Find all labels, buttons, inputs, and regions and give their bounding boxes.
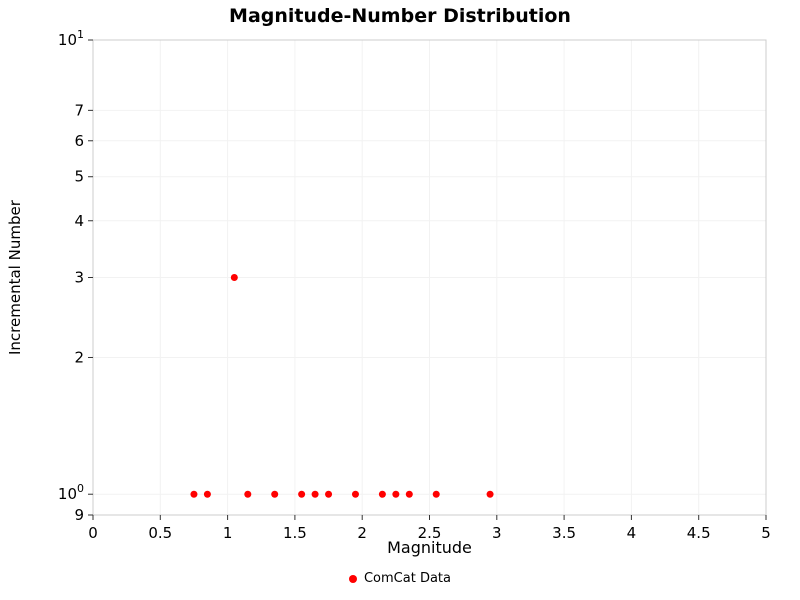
y-tick-label: 6	[74, 132, 84, 150]
x-tick-label: 3	[492, 524, 502, 542]
x-tick-label: 2	[357, 524, 367, 542]
x-tick-label: 0.5	[148, 524, 172, 542]
x-tick-label: 2.5	[418, 524, 442, 542]
x-tick-label: 3.5	[552, 524, 576, 542]
data-point	[432, 490, 440, 498]
legend: ComCat Data	[0, 571, 800, 586]
data-point	[486, 490, 494, 498]
x-axis-label: Magnitude	[387, 538, 472, 557]
y-tick-label: 2	[74, 348, 84, 366]
chart-title: Magnitude-Number Distribution	[229, 5, 571, 27]
data-point	[190, 490, 198, 498]
data-point	[271, 490, 279, 498]
data-point	[378, 490, 386, 498]
data-point	[298, 490, 306, 498]
data-point	[311, 490, 319, 498]
legend-marker-dot	[348, 574, 357, 583]
x-tick-label: 1.5	[283, 524, 307, 542]
data-point	[392, 490, 400, 498]
data-point	[244, 490, 252, 498]
data-point	[325, 490, 333, 498]
data-point	[230, 274, 238, 281]
y-tick-label: 100	[58, 482, 84, 503]
x-tick-label: 1	[223, 524, 233, 542]
y-tick-label: 101	[58, 28, 84, 49]
data-point	[351, 490, 359, 498]
y-tick-label: 9	[74, 506, 84, 524]
x-tick-label: 5	[761, 524, 771, 542]
y-tick-label: 7	[74, 101, 84, 119]
y-tick-label: 5	[74, 168, 84, 186]
data-point	[405, 490, 413, 498]
legend-label: ComCat Data	[363, 571, 451, 586]
x-tick-label: 4.5	[687, 524, 711, 542]
x-tick-label: 0	[88, 524, 98, 542]
y-tick-label: 4	[74, 212, 84, 230]
y-tick-label: 3	[74, 269, 84, 287]
x-tick-label: 4	[627, 524, 637, 542]
data-point	[203, 490, 211, 498]
